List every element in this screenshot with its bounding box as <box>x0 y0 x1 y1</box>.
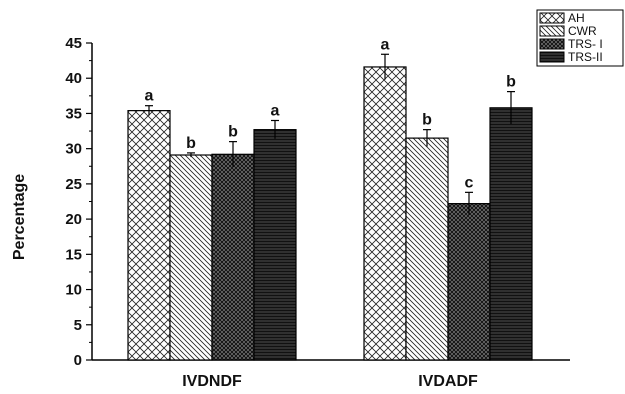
legend-label: TRS- I <box>568 37 603 51</box>
significance-letter: c <box>465 174 474 191</box>
legend-swatch <box>539 38 565 50</box>
y-tick-label: 0 <box>74 352 82 369</box>
bar <box>363 66 407 361</box>
y-tick-label: 25 <box>65 176 82 193</box>
legend-swatch <box>539 25 565 37</box>
y-tick-label: 40 <box>65 70 82 87</box>
bar <box>211 153 255 361</box>
bar <box>489 107 533 361</box>
significance-letter: a <box>145 88 154 105</box>
y-tick-label: 15 <box>65 246 82 263</box>
significance-letter: a <box>271 102 280 119</box>
y-tick-label: 30 <box>65 141 82 158</box>
significance-letter: b <box>506 74 516 91</box>
bar <box>253 129 297 361</box>
significance-letter: b <box>228 124 238 141</box>
significance-letter: b <box>186 135 196 152</box>
y-tick-label: 5 <box>74 317 82 334</box>
legend-swatch <box>539 51 565 63</box>
legend-label: AH <box>568 11 585 25</box>
y-tick-label: 10 <box>65 282 82 299</box>
y-tick-label: 20 <box>65 211 82 228</box>
legend-label: CWR <box>568 24 597 38</box>
y-tick-label: 45 <box>65 35 82 52</box>
bar <box>127 110 171 361</box>
y-tick-label: 35 <box>65 105 82 122</box>
legend-label: TRS-II <box>568 50 603 64</box>
bar <box>405 137 449 361</box>
plot-area: 0 5 10 15 20 25 30 35 40 45 a b b a IVDNDF a b c b IVDADF <box>65 35 570 390</box>
y-axis-title: Percentage <box>11 174 28 260</box>
x-tick-label: IVDNDF <box>182 373 242 390</box>
significance-letter: b <box>422 112 432 129</box>
x-tick-label: IVDADF <box>418 373 478 390</box>
legend-swatch <box>539 12 565 24</box>
bar <box>447 203 491 361</box>
bar <box>169 154 213 361</box>
significance-letter: a <box>381 36 390 53</box>
